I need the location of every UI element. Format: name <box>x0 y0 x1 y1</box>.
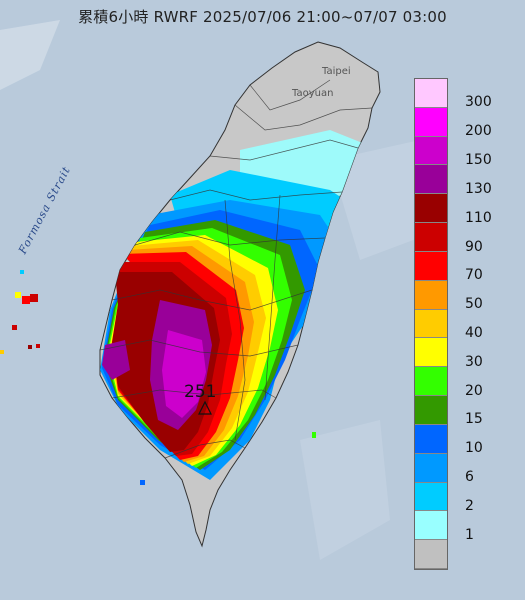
map-title: 累積6小時 RWRF 2025/07/06 21:00~07/07 03:00 <box>78 8 447 26</box>
legend-swatch <box>415 309 447 339</box>
legend-swatch <box>415 165 447 195</box>
legend-label: 90 <box>465 238 483 255</box>
cloud-patch <box>300 420 390 560</box>
cloud-patch <box>330 140 440 260</box>
legend-label: 2 <box>465 497 474 514</box>
legend-swatch <box>415 280 447 310</box>
legend-swatch <box>415 540 447 569</box>
legend-label: 200 <box>465 123 492 140</box>
cloud-patch <box>0 20 60 90</box>
legend-label: 70 <box>465 267 483 284</box>
legend-swatch <box>415 396 447 425</box>
legend-label: 15 <box>465 411 483 428</box>
legend-swatch <box>415 194 447 224</box>
legend-label: 150 <box>465 152 492 169</box>
legend-label: 110 <box>465 209 492 226</box>
county-borders <box>99 79 373 459</box>
legend-label: 30 <box>465 353 483 370</box>
rainfall-legend <box>414 78 448 570</box>
place-label-taipei: Taipei <box>322 66 351 77</box>
legend-label: 6 <box>465 469 474 486</box>
legend-swatch <box>415 367 447 397</box>
max-marker-icon <box>198 400 212 415</box>
legend-label: 10 <box>465 440 483 457</box>
legend-swatch <box>415 453 447 483</box>
legend-label: 50 <box>465 296 483 313</box>
legend-label: 40 <box>465 325 483 341</box>
legend-label: 300 <box>465 94 492 111</box>
rainfall-fields <box>100 130 380 480</box>
legend-swatch <box>415 79 447 108</box>
legend-swatch <box>415 107 447 137</box>
legend-swatch <box>415 136 447 166</box>
legend-label: 1 <box>465 526 474 543</box>
legend-label: 20 <box>465 382 483 399</box>
legend-swatch <box>415 223 447 252</box>
max-rainfall-value: 251 <box>184 382 217 402</box>
legend-swatch <box>415 424 447 454</box>
place-label-taoyuan: Taoyuan <box>292 88 334 99</box>
legend-swatch <box>415 511 447 541</box>
offshore-speckles <box>0 270 316 485</box>
legend-swatch <box>415 338 447 368</box>
legend-swatch <box>415 251 447 281</box>
legend-label: 130 <box>465 180 492 197</box>
legend-swatch <box>415 482 447 512</box>
